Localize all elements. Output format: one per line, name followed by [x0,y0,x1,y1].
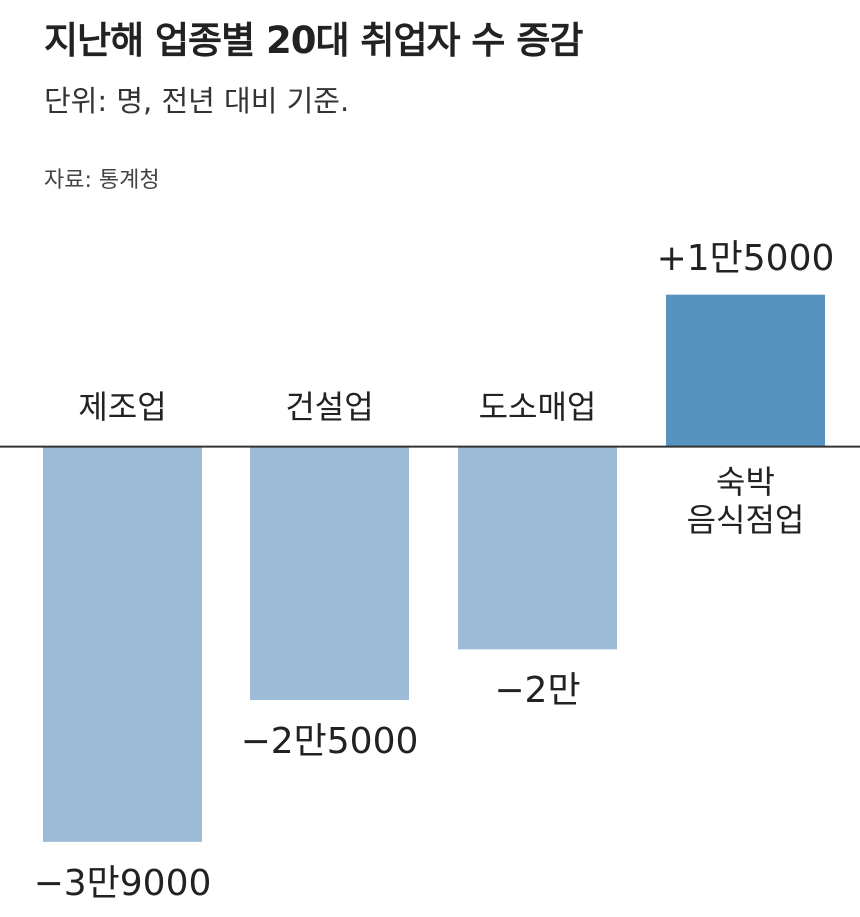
chart-source: 자료: 통계청 [44,168,160,193]
bar [250,446,409,700]
category-label: 제조업 [78,388,167,427]
chart-title: 지난해 업종별 20대 취업자 수 증감 [44,19,583,62]
category-label: 숙박 음식점업 [686,462,805,540]
value-label: +1만5000 [656,238,835,280]
bar [666,294,825,447]
bar [458,446,617,650]
value-label: −2만5000 [240,721,419,762]
chart-subtitle: 단위: 명, 전년 대비 기준. [44,84,350,118]
category-label: 도소매업 [478,388,597,427]
bar [43,446,202,842]
category-label: 건설업 [285,388,374,427]
value-label: −2만 [494,670,581,712]
value-label: −3만9000 [33,862,212,904]
